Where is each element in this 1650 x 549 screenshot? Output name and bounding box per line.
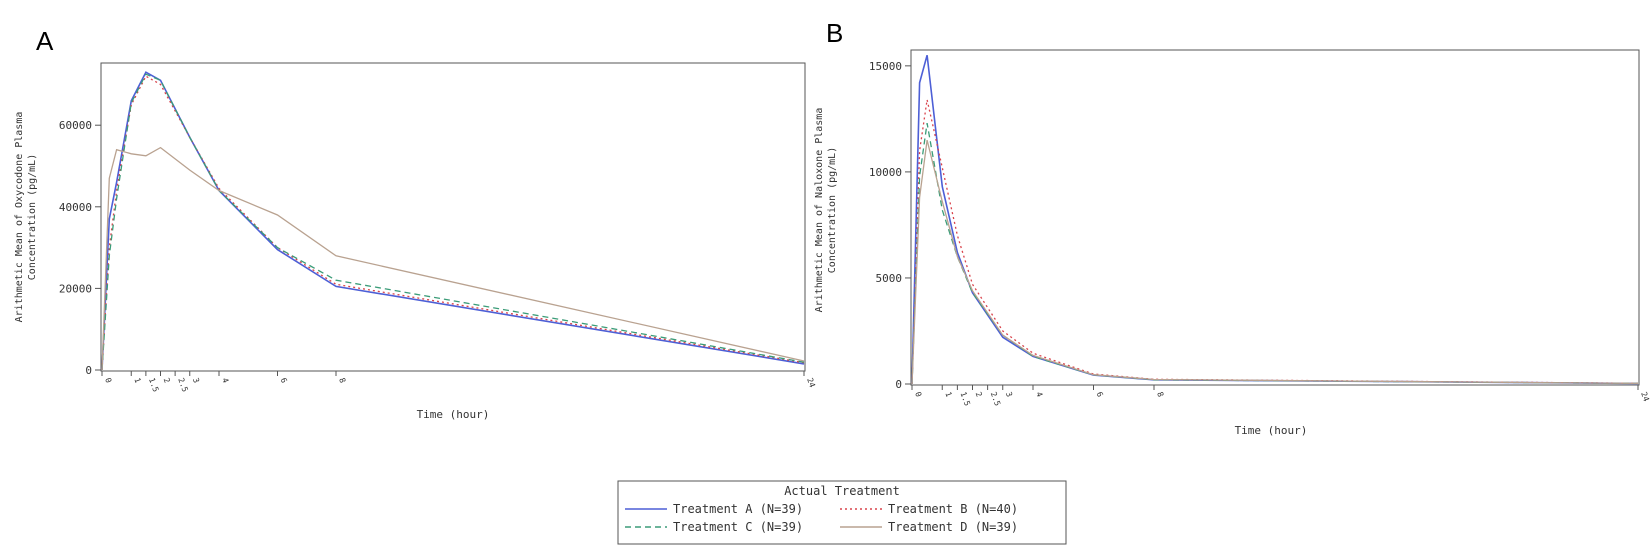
- legend-label-treatment-d: Treatment D (N=39): [888, 520, 1018, 534]
- y-tick-label-b: 15000: [869, 60, 902, 73]
- y-axis-label-b-line2: Concentration (pg/mL): [827, 147, 838, 273]
- y-tick-label-b: 10000: [869, 166, 902, 179]
- legend-title: Actual Treatment: [784, 484, 900, 498]
- x-tick-label-b: 2: [974, 391, 984, 399]
- y-tick-label-a: 20000: [59, 282, 92, 295]
- x-tick-label-a: 2.5: [176, 377, 189, 394]
- x-tick-label-a: 1: [132, 377, 142, 385]
- series-line-a-treatment-d: [101, 146, 805, 371]
- legend-label-treatment-b: Treatment B (N=40): [888, 502, 1018, 516]
- x-tick-label-a: 24: [805, 377, 817, 389]
- panel-letter-b: B: [826, 18, 843, 48]
- series-line-a-treatment-c: [101, 73, 805, 371]
- y-tick-label-a: 60000: [59, 119, 92, 132]
- x-axis-label-b: Time (hour): [1235, 424, 1308, 437]
- x-tick-label-b: 1: [943, 391, 953, 399]
- series-line-b-treatment-d: [911, 139, 1639, 385]
- y-axis-label-b-line1: Arithmetic Mean of Naloxone Plasma: [814, 108, 825, 313]
- y-tick-label-a: 0: [85, 364, 92, 377]
- x-axis-label-a: Time (hour): [417, 408, 490, 421]
- x-tick-label-a: 2: [162, 377, 172, 385]
- x-tick-label-b: 4: [1034, 391, 1044, 399]
- series-a: [101, 71, 805, 371]
- y-tick-label-a: 40000: [59, 201, 92, 214]
- series-b: [911, 54, 1639, 385]
- x-tick-label-a: 8: [337, 377, 347, 385]
- panel-a: A 0 20000 40000 60000 0 1 1.5 2 2.5 3 4 6 8 24 Time (…: [14, 26, 817, 421]
- x-tick-label-a: 0: [103, 377, 113, 385]
- x-tick-label-b: 24: [1639, 391, 1650, 403]
- legend: Actual Treatment Treatment A (N=39) Treat…: [617, 480, 1067, 545]
- legend-entries: Treatment A (N=39) Treatment B (N=40) Trea…: [625, 502, 1018, 534]
- series-line-a-treatment-b: [101, 75, 805, 371]
- y-tick-label-b: 5000: [876, 272, 903, 285]
- panel-b: B 0 5000 10000 15000 0 1 1.5 2 2.5 3 4 6 8 24 Time (h…: [814, 18, 1650, 437]
- series-line-a-treatment-a: [101, 71, 805, 371]
- plot-frame-b: [910, 49, 1640, 386]
- y-tick-label-b: 0: [895, 378, 902, 391]
- x-tick-label-a: 1.5: [147, 377, 160, 394]
- x-tick-label-b: 8: [1155, 391, 1165, 399]
- x-tick-label-b: 0: [913, 391, 923, 399]
- legend-box: [617, 480, 1067, 545]
- panel-letter-a: A: [36, 26, 54, 56]
- x-tick-label-b: 2.5: [989, 391, 1002, 408]
- plot-frame-a: [100, 62, 806, 372]
- ticks-a: 0 20000 40000 60000 0 1 1.5 2 2.5 3 4 6 8 24: [59, 119, 817, 393]
- x-tick-label-a: 3: [191, 377, 201, 385]
- x-tick-label-a: 6: [279, 377, 289, 385]
- x-tick-label-b: 3: [1004, 391, 1014, 399]
- x-tick-label-b: 6: [1095, 391, 1105, 399]
- legend-label-treatment-a: Treatment A (N=39): [673, 502, 803, 516]
- ticks-b: 0 5000 10000 15000 0 1 1.5 2 2.5 3 4 6 8 24: [869, 60, 1650, 408]
- y-axis-label-a-line1: Arithmetic Mean of Oxycodone Plasma: [14, 112, 25, 323]
- legend-label-treatment-c: Treatment C (N=39): [673, 520, 803, 534]
- y-axis-label-a-line2: Concentration (pg/mL): [27, 154, 38, 280]
- x-tick-label-a: 4: [220, 377, 230, 385]
- x-tick-label-b: 1.5: [958, 391, 971, 408]
